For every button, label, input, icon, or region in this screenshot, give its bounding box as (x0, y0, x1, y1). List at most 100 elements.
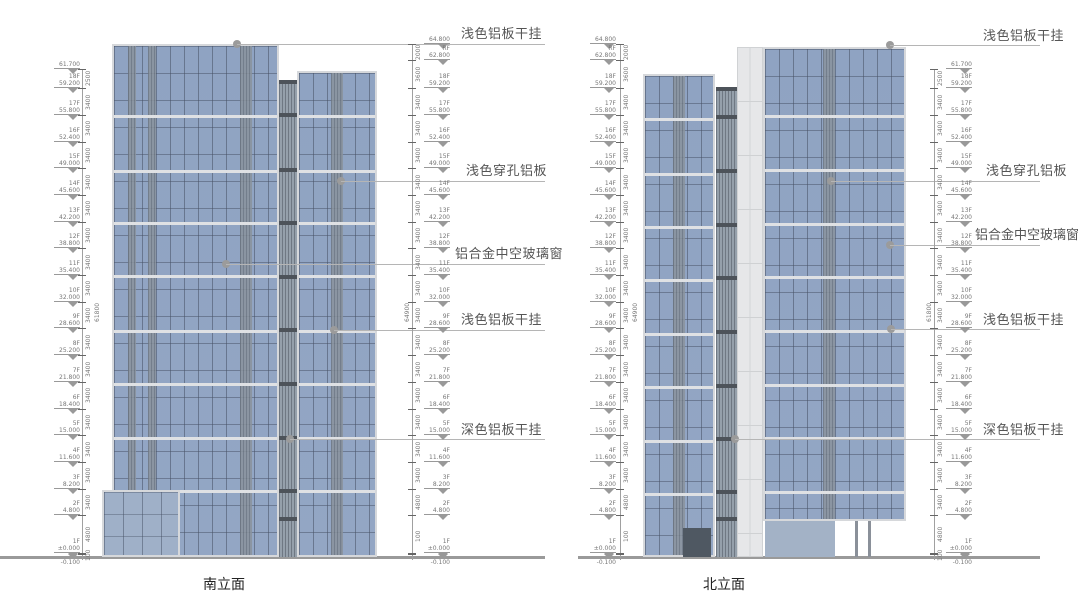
level-triangle-icon (960, 195, 970, 201)
level-triangle-icon (68, 381, 78, 387)
level-marker: 12F 38.800 (946, 233, 972, 249)
level-marker: 2F 4.800 (54, 500, 80, 516)
elevation-value: 18.400 (54, 401, 80, 409)
floor-label: 14F (68, 180, 80, 188)
level-triangle-icon (604, 221, 614, 227)
dimension-line (82, 68, 83, 560)
callout-insulated-glass-window: 铝合金中空玻璃窗 (455, 247, 564, 262)
level-marker: 7F 21.800 (54, 367, 80, 382)
dimension-value: 3400 (623, 94, 630, 110)
level-triangle-icon (68, 435, 78, 441)
floor-label: 3F (72, 473, 80, 481)
north-light-aluminum-strip (737, 47, 763, 557)
leader-line (735, 439, 1040, 440)
level-triangle-icon (960, 68, 970, 74)
level-triangle-icon (68, 195, 78, 201)
dimension-value: 2000 (415, 44, 422, 61)
level-triangle-icon (960, 275, 970, 281)
south-east-wing (297, 71, 377, 557)
floor-label: 4F (72, 446, 80, 454)
dimension-value: 3400 (415, 121, 422, 137)
level-marker: 18F 59.200 (424, 73, 450, 89)
elevation-value: 21.800 (424, 374, 450, 382)
elevation-value: 15.000 (590, 427, 616, 436)
elevation-value: 61.700 (946, 61, 972, 69)
level-triangle-icon (438, 381, 448, 387)
floor-label: 3F (608, 473, 616, 481)
dimension-value: 3400 (937, 307, 944, 324)
level-marker: 13F 42.200 (54, 207, 80, 222)
level-marker: 9F 28.600 (590, 313, 616, 329)
dimension-value: 3400 (937, 281, 944, 297)
floor-label: 18F (960, 73, 972, 81)
dimension-tick (78, 488, 86, 490)
overall-height-dimension: 64900 (632, 302, 639, 322)
floor-label: 6F (442, 393, 450, 401)
elevation-value: 4.800 (946, 507, 972, 516)
dimension-value: 3400 (85, 494, 92, 510)
level-triangle-icon (604, 488, 614, 494)
elevation-value: -0.100 (430, 558, 450, 566)
dimension-value: 3400 (937, 94, 944, 110)
level-triangle-icon (438, 195, 448, 201)
elevation-value: 21.800 (946, 374, 972, 382)
level-marker: 17F 55.800 (54, 100, 80, 115)
floor-label: 12F (68, 233, 80, 241)
dimension-tick (78, 515, 86, 517)
elevation-value: 4.800 (54, 507, 80, 516)
level-marker: 5F 15.000 (590, 420, 616, 436)
elevation-value: ±0.000 (590, 545, 616, 553)
north-main-tower (763, 47, 906, 521)
level-triangle-icon (438, 221, 448, 227)
elevation-value: 45.600 (54, 187, 80, 196)
dimension-tick (616, 553, 624, 554)
level-triangle-icon (438, 515, 448, 521)
level-triangle-icon (438, 408, 448, 414)
level-triangle-icon (68, 275, 78, 281)
dimension-value: 3400 (937, 387, 944, 404)
level-triangle-icon (438, 141, 448, 147)
dimension-value: 4800 (415, 494, 422, 510)
elevation-value: 52.400 (590, 134, 616, 142)
dimension-tick (408, 275, 416, 277)
dimension-tick (408, 141, 416, 143)
floor-label: 10F (438, 286, 450, 294)
callout-dark-aluminum-panel: 深色铝板干挂 (461, 423, 543, 438)
level-triangle-icon (438, 88, 448, 94)
dimension-value: 3400 (623, 468, 630, 484)
elevation-value: 45.600 (946, 187, 972, 196)
dimension-tick (616, 553, 624, 555)
callout-light-aluminum-panel: 浅色铝板干挂 (983, 313, 1065, 328)
level-marker: 8F 25.200 (424, 340, 450, 356)
dimension-value: 3400 (623, 147, 630, 163)
dimension-value: 3400 (937, 174, 944, 190)
dimension-tick (616, 381, 624, 383)
dimension-value: 3400 (937, 414, 944, 430)
dimension-tick (408, 328, 416, 330)
dimension-tick (930, 141, 938, 143)
floor-label: 5F (72, 420, 80, 428)
level-marker: 15F 49.000 (590, 153, 616, 169)
dimension-value: 3400 (623, 414, 630, 430)
dimension-tick (930, 515, 938, 517)
elevation-value: 32.000 (424, 294, 450, 302)
elevation-value: 42.200 (54, 214, 80, 222)
floor-label: 18F (68, 73, 80, 81)
floor-label: 1F (72, 538, 80, 545)
dimension-tick (78, 301, 86, 303)
dimension-value: 3400 (937, 254, 944, 270)
floor-label: 2F (72, 500, 80, 508)
elevation-value: 25.200 (590, 347, 616, 356)
level-marker: 8F 25.200 (54, 340, 80, 356)
dimension-tick (930, 114, 938, 116)
dimension-tick (930, 248, 938, 250)
level-triangle-icon (604, 114, 614, 120)
level-triangle-icon (438, 44, 448, 50)
elevation-value: 32.000 (54, 294, 80, 302)
level-marker: 17F 55.800 (590, 100, 616, 115)
dimension-tick (616, 275, 624, 277)
level-triangle-icon (604, 44, 614, 50)
level-triangle-icon (68, 328, 78, 334)
dimension-value: 3400 (85, 281, 92, 297)
level-marker: -0.100 (590, 559, 616, 566)
